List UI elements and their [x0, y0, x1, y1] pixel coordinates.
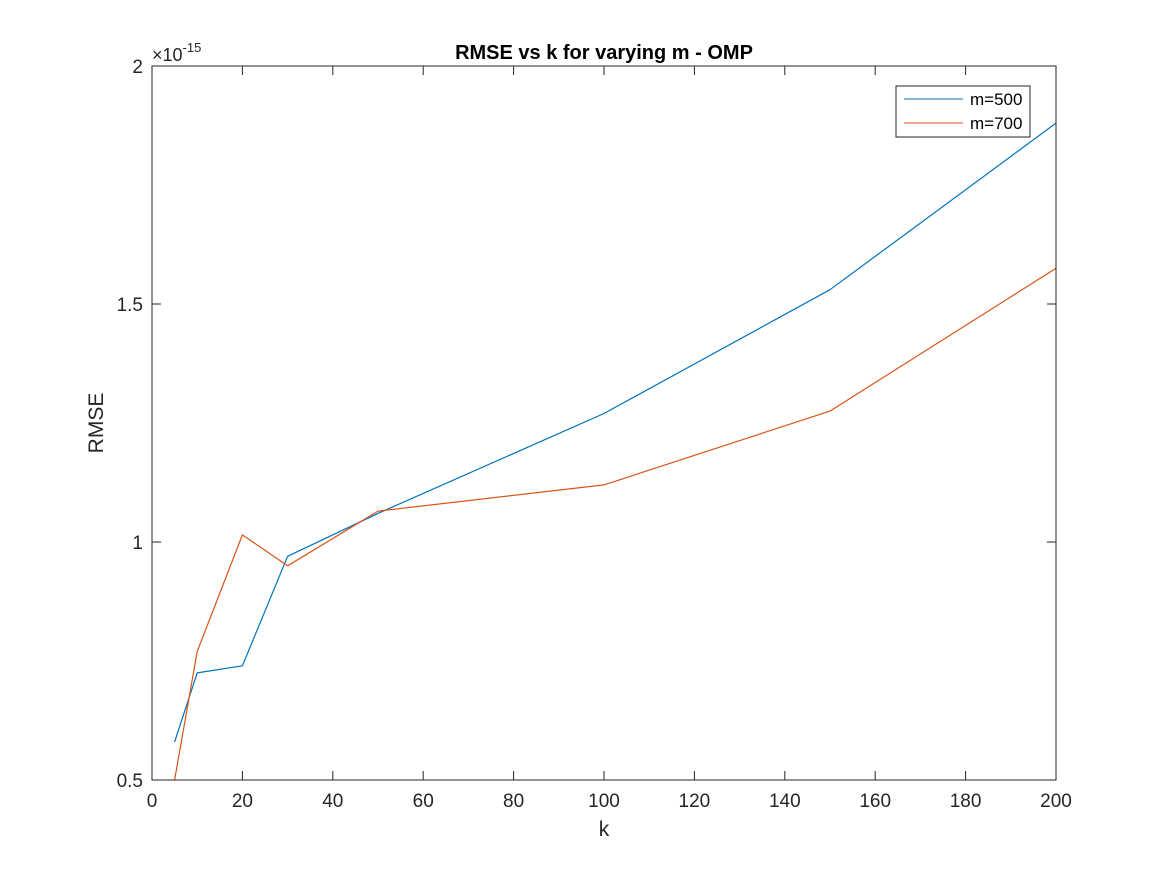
x-tick-label: 180: [950, 791, 982, 812]
legend-label-m500: m=500: [970, 90, 1022, 109]
axes-box: [151, 65, 1057, 781]
y-exponent-base: ×10: [152, 45, 183, 65]
legend-box: [895, 85, 1031, 138]
x-tick-label: 200: [1040, 791, 1072, 812]
y-tick-labels: 0.5 1 1.5 2: [117, 57, 143, 792]
y-tick-label: 2: [132, 57, 143, 78]
legend-label-m700: m=700: [970, 114, 1022, 133]
y-tick-label: 1.5: [117, 295, 143, 316]
x-tick-label: 0: [147, 791, 158, 812]
y-exponent-power: -15: [183, 40, 202, 55]
y-tick-label: 1: [132, 533, 143, 554]
y-axis-title: RMSE: [85, 393, 108, 454]
y-tick-label: 0.5: [117, 771, 143, 792]
x-tick-label: 40: [322, 791, 343, 812]
x-tick-label: 20: [232, 791, 253, 812]
legend: m=500 m=700: [895, 85, 1031, 138]
series-line-m-700: [174, 267, 1056, 780]
x-tick-label: 120: [679, 791, 711, 812]
x-tick-labels: 0 20 40 60 80 100 120 140 160 180 200: [147, 791, 1072, 812]
x-axis-title: k: [599, 818, 610, 841]
chart-title: RMSE vs k for varying m - OMP: [455, 42, 753, 64]
x-tick-label: 140: [769, 791, 801, 812]
x-tick-label: 80: [503, 791, 524, 812]
x-tick-label: 160: [859, 791, 891, 812]
y-exponent-label: ×10-15: [152, 40, 201, 65]
series-layer: [174, 122, 1056, 780]
x-tick-label: 100: [588, 791, 620, 812]
x-tick-label: 60: [413, 791, 434, 812]
series-line-m-500: [174, 122, 1056, 743]
